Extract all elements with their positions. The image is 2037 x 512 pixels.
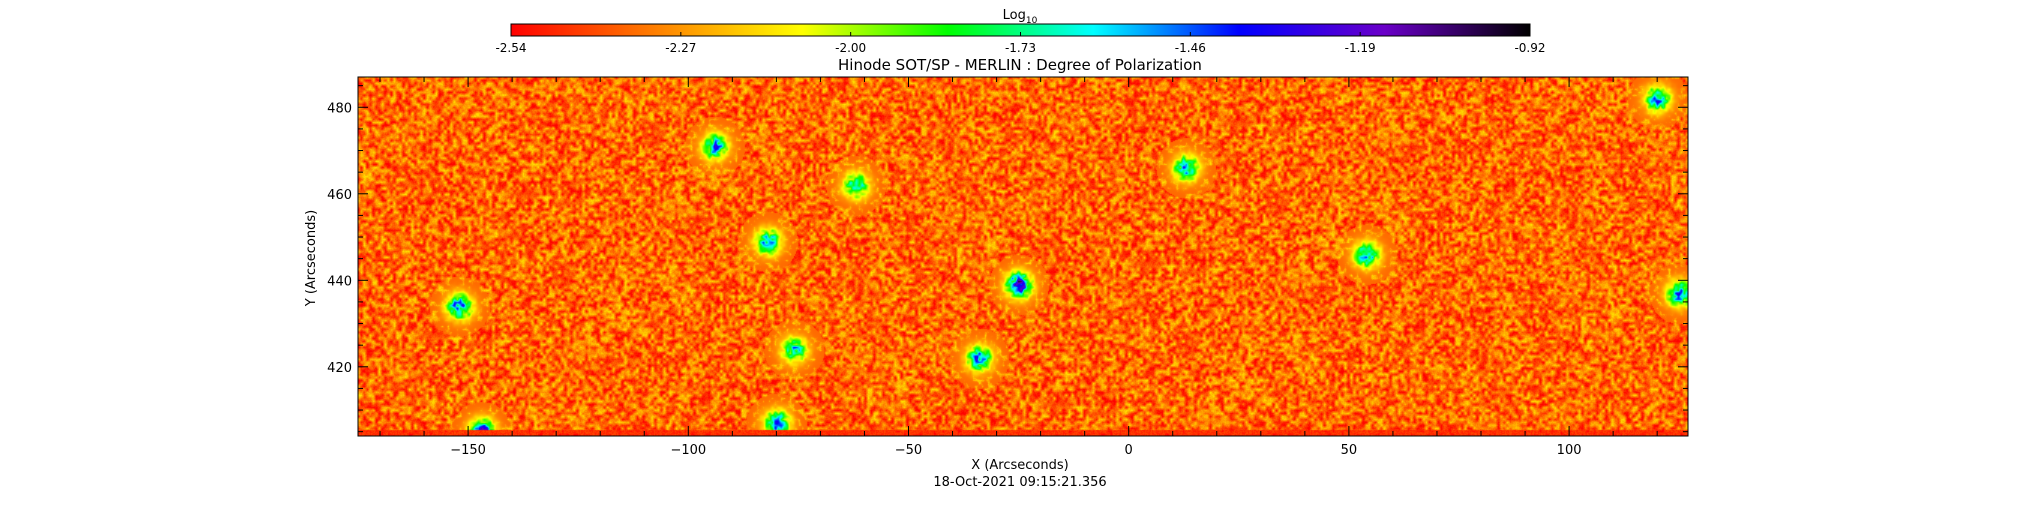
colorbar-ticks: -2.54 -2.27 -2.00 -1.73 -1.46 -1.19 -0.92 bbox=[495, 32, 1546, 55]
timestamp: 18-Oct-2021 09:15:21.356 bbox=[933, 475, 1106, 490]
x-tick-label: −100 bbox=[670, 443, 706, 458]
axes: −150 −100 −50 0 50 100 420 440 460 480 bbox=[327, 76, 1689, 458]
colorbar-tick-label: -1.73 bbox=[1005, 41, 1036, 55]
x-tick-label: 50 bbox=[1341, 443, 1358, 458]
colorbar-label: Log10 bbox=[1003, 8, 1038, 26]
colorbar-tick-label: -2.27 bbox=[665, 41, 696, 55]
x-axis-label: X (Arcseconds) bbox=[971, 458, 1068, 473]
colorbar-tick-label: -1.19 bbox=[1345, 41, 1376, 55]
y-axis-label: Y (Arcseconds) bbox=[304, 210, 319, 307]
y-tick-label: 420 bbox=[327, 361, 352, 376]
colorbar-tick-label: -2.54 bbox=[495, 41, 526, 55]
y-tick-label: 480 bbox=[327, 101, 352, 116]
plot-area bbox=[358, 77, 1688, 436]
colorbar-tick-label: -1.46 bbox=[1175, 41, 1206, 55]
chart-title: Hinode SOT/SP - MERLIN : Degree of Polar… bbox=[838, 56, 1202, 74]
x-tick-label: −50 bbox=[895, 443, 922, 458]
x-tick-label: 0 bbox=[1125, 443, 1133, 458]
colorbar-tick-label: -2.00 bbox=[835, 41, 866, 55]
y-tick-label: 460 bbox=[327, 188, 352, 203]
x-tick-label: 100 bbox=[1557, 443, 1582, 458]
plot-frame bbox=[357, 76, 1689, 437]
heatmap-image bbox=[358, 77, 1688, 436]
x-tick-label: −150 bbox=[450, 443, 486, 458]
y-tick-label: 440 bbox=[327, 274, 352, 289]
colorbar-tick-label: -0.92 bbox=[1514, 41, 1545, 55]
